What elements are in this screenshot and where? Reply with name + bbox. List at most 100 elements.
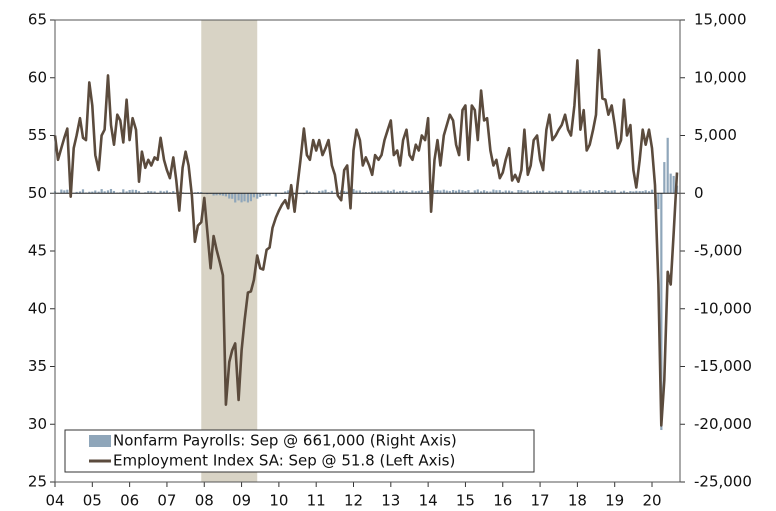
payroll-bar bbox=[427, 191, 430, 194]
payroll-bar bbox=[265, 193, 268, 196]
payroll-bar bbox=[172, 191, 175, 194]
y2-tick-label: 15,000 bbox=[694, 11, 747, 29]
payroll-bar bbox=[569, 190, 573, 194]
payroll-bar bbox=[476, 189, 479, 194]
legend: Nonfarm Payrolls: Sep @ 661,000 (Right A… bbox=[64, 429, 535, 473]
payroll-bar bbox=[284, 191, 287, 194]
payroll-bar bbox=[650, 189, 654, 194]
payroll-bar bbox=[663, 162, 666, 194]
payroll-bar bbox=[601, 191, 604, 194]
payroll-bar bbox=[625, 192, 629, 194]
payroll-bar bbox=[327, 192, 330, 194]
x-tick-label: 16 bbox=[493, 492, 512, 510]
payroll-bar bbox=[81, 189, 85, 194]
y-tick-label: 45 bbox=[28, 242, 47, 260]
payroll-bar bbox=[538, 190, 542, 194]
payroll-bar bbox=[607, 190, 610, 194]
payroll-bar bbox=[377, 191, 380, 194]
legend-box bbox=[64, 429, 535, 473]
payroll-bar bbox=[218, 193, 222, 196]
payroll-bar bbox=[274, 193, 277, 197]
payroll-bar bbox=[321, 190, 324, 194]
payroll-bar bbox=[168, 192, 172, 194]
payroll-bar bbox=[259, 193, 262, 198]
payroll-bar bbox=[125, 191, 128, 194]
payroll-bar bbox=[109, 188, 113, 194]
payroll-bar bbox=[256, 193, 259, 199]
payroll-bar bbox=[604, 190, 607, 194]
payroll-bar bbox=[60, 189, 63, 194]
payroll-bar bbox=[492, 189, 495, 194]
x-tick-label: 20 bbox=[642, 492, 661, 510]
payroll-bar bbox=[122, 189, 125, 194]
x-tick-label: 10 bbox=[269, 492, 288, 510]
payroll-bar bbox=[200, 192, 203, 194]
payroll-bar bbox=[224, 193, 227, 197]
payroll-bar bbox=[100, 189, 103, 194]
payroll-bar bbox=[622, 190, 626, 194]
y-tick-label: 35 bbox=[28, 357, 47, 375]
payroll-bar bbox=[196, 191, 200, 194]
payroll-bar bbox=[582, 190, 585, 194]
payroll-bar bbox=[150, 191, 153, 194]
payroll-bar bbox=[128, 190, 131, 194]
y2-tick-label: -5,000 bbox=[694, 242, 742, 260]
x-tick-label: 13 bbox=[381, 492, 400, 510]
payroll-bar bbox=[445, 190, 448, 194]
payroll-bar bbox=[455, 190, 458, 194]
payroll-bar bbox=[504, 190, 507, 194]
payroll-bar bbox=[508, 190, 511, 194]
payroll-bar bbox=[433, 190, 436, 194]
payroll-bar bbox=[75, 191, 78, 194]
payroll-bar bbox=[535, 190, 539, 194]
payroll-bar bbox=[483, 190, 486, 194]
x-tick-label: 11 bbox=[307, 492, 326, 510]
payroll-bar bbox=[635, 190, 638, 194]
payroll-bar bbox=[103, 191, 106, 194]
payroll-bar bbox=[467, 190, 470, 194]
payroll-bar bbox=[240, 193, 243, 203]
payroll-bar bbox=[442, 189, 445, 194]
plot-background bbox=[55, 20, 680, 482]
y2-tick-label: -10,000 bbox=[694, 299, 752, 317]
payroll-bar bbox=[452, 190, 455, 194]
payroll-bar bbox=[613, 190, 616, 194]
payroll-bar bbox=[641, 191, 644, 194]
payroll-bar bbox=[411, 190, 414, 194]
x-tick-label: 06 bbox=[120, 492, 139, 510]
payroll-bar bbox=[439, 190, 442, 194]
y-tick-label: 55 bbox=[28, 126, 47, 144]
payroll-bar bbox=[262, 193, 265, 196]
payroll-bar bbox=[523, 191, 526, 194]
payroll-bar bbox=[165, 190, 169, 194]
y-tick-label: 60 bbox=[28, 68, 47, 86]
payroll-bar bbox=[405, 191, 408, 194]
legend-swatch bbox=[89, 435, 111, 447]
payroll-bar bbox=[594, 191, 598, 194]
payroll-bar bbox=[106, 190, 110, 194]
plot-frame bbox=[54, 19, 681, 483]
payroll-bar bbox=[408, 192, 411, 194]
y-tick-label: 25 bbox=[28, 473, 47, 491]
payroll-bar bbox=[252, 193, 255, 198]
payroll-bar bbox=[380, 190, 383, 194]
payroll-bar bbox=[647, 191, 651, 194]
payroll-bar bbox=[554, 190, 557, 194]
x-tick-label: 09 bbox=[232, 492, 251, 510]
payroll-bar bbox=[308, 191, 311, 194]
payroll-bar bbox=[517, 190, 520, 194]
payroll-bar bbox=[237, 193, 240, 201]
payroll-bar bbox=[78, 191, 82, 194]
payroll-bar bbox=[579, 189, 582, 194]
payroll-bar bbox=[560, 190, 563, 194]
x-tick-label: 04 bbox=[45, 492, 64, 510]
payroll-bar bbox=[228, 193, 231, 199]
payroll-bar bbox=[672, 175, 675, 194]
payroll-bar bbox=[88, 191, 91, 194]
legend-label: Nonfarm Payrolls: Sep @ 661,000 (Right A… bbox=[113, 432, 457, 450]
payroll-bar bbox=[489, 191, 492, 194]
y2-tick-label: -25,000 bbox=[694, 473, 752, 491]
payroll-bar bbox=[137, 191, 141, 194]
x-tick-label: 15 bbox=[456, 492, 475, 510]
